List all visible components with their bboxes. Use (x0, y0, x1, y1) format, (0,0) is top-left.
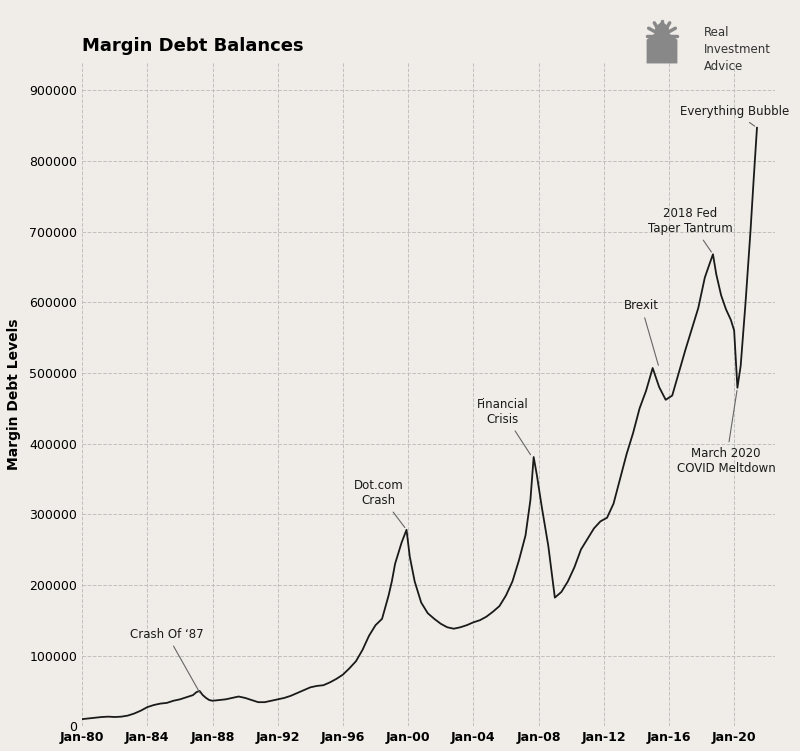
Text: March 2020
COVID Meltdown: March 2020 COVID Meltdown (677, 391, 775, 475)
Text: Everything Bubble: Everything Bubble (679, 105, 789, 126)
Y-axis label: Margin Debt Levels: Margin Debt Levels (7, 318, 21, 470)
Text: Margin Debt Balances: Margin Debt Balances (82, 37, 304, 55)
Text: Financial
Crisis: Financial Crisis (477, 398, 530, 454)
Polygon shape (646, 32, 678, 64)
Text: 2018 Fed
Taper Tantrum: 2018 Fed Taper Tantrum (648, 207, 733, 252)
Text: Brexit: Brexit (624, 300, 658, 365)
Text: Real
Investment
Advice: Real Investment Advice (704, 26, 771, 74)
Polygon shape (654, 21, 671, 47)
Text: Dot.com
Crash: Dot.com Crash (354, 479, 405, 527)
Text: Crash Of ‘87: Crash Of ‘87 (130, 628, 204, 692)
